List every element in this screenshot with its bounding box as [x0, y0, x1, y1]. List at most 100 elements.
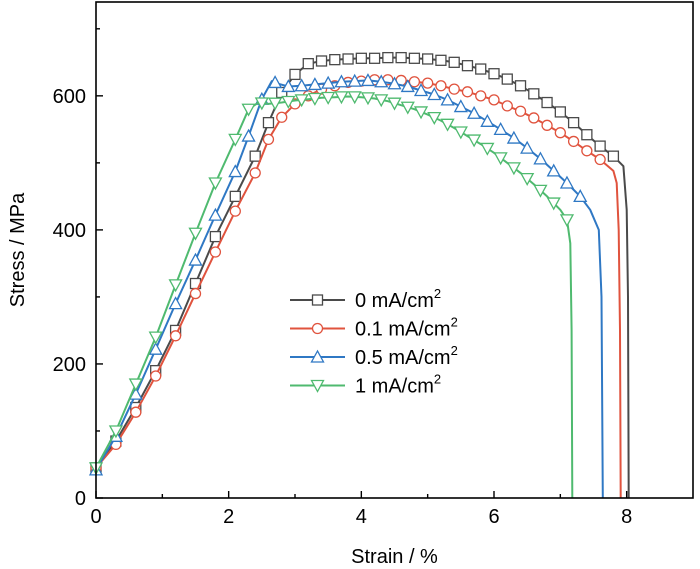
data-point-marker: [254, 97, 269, 111]
data-point-marker: [249, 150, 261, 162]
data-point-marker: [400, 79, 415, 93]
legend-entry: 0.1 mA/cm2: [290, 315, 458, 341]
data-point-marker: [209, 230, 222, 243]
data-point-marker: [400, 101, 415, 115]
data-point-marker: [289, 68, 301, 81]
data-point-marker: [546, 163, 561, 177]
data-point-marker: [294, 78, 309, 92]
data-point-marker: [453, 99, 468, 113]
data-point-marker: [315, 55, 328, 67]
data-point-marker: [581, 145, 593, 157]
data-point-marker: [241, 103, 256, 117]
data-point-marker: [581, 129, 593, 141]
data-point-marker: [276, 111, 288, 123]
legend-marker: [310, 379, 325, 393]
series-0: [90, 51, 630, 499]
data-point-marker: [228, 133, 243, 147]
series-1: [90, 74, 622, 499]
data-point-marker: [448, 56, 460, 68]
data-point-marker: [168, 279, 183, 293]
ticks-layer: 0 2 4 6 8 0 200 400 600: [53, 28, 632, 528]
data-point-marker: [475, 90, 487, 102]
data-point-marker: [488, 68, 500, 80]
series-2: [88, 73, 604, 499]
data-point-marker: [408, 76, 421, 88]
x-axis-title: Strain / %: [351, 546, 438, 568]
data-point-marker: [514, 105, 527, 117]
data-point-marker: [506, 162, 521, 176]
data-point-marker: [546, 197, 561, 211]
data-point-marker: [228, 164, 243, 178]
plot-frame: [95, 1, 694, 499]
data-point-marker: [435, 54, 447, 66]
data-point-marker: [188, 252, 203, 266]
data-point-marker: [334, 74, 349, 88]
x-tick-label: 0: [90, 506, 101, 528]
data-point-marker: [559, 175, 575, 189]
data-point-marker: [427, 87, 442, 101]
series-layer: [88, 51, 630, 499]
y-axis-title: Stress / MPa: [7, 192, 29, 307]
data-point-marker: [467, 105, 482, 119]
data-point-marker: [467, 134, 482, 148]
data-point-marker: [461, 86, 474, 98]
data-point-marker: [435, 80, 447, 92]
data-point-marker: [506, 130, 521, 144]
data-point-marker: [427, 111, 442, 125]
legend-label: 0.5 mA/cm2: [355, 343, 458, 369]
data-point-marker: [413, 83, 429, 97]
data-point-marker: [229, 190, 241, 203]
data-point-marker: [493, 121, 508, 136]
data-point-marker: [360, 92, 376, 106]
data-point-marker: [541, 119, 553, 131]
data-point-marker: [554, 127, 566, 139]
data-point-marker: [541, 96, 553, 109]
x-tick-label: 8: [621, 506, 632, 528]
data-point-marker: [440, 92, 455, 106]
data-point-marker: [440, 118, 455, 132]
data-point-marker: [148, 331, 163, 345]
data-point-marker: [241, 128, 256, 142]
x-tick-label: 6: [488, 506, 499, 528]
data-point-marker: [249, 167, 261, 179]
data-point-marker: [408, 52, 421, 64]
data-point-marker: [533, 151, 548, 165]
data-point-marker: [528, 88, 540, 100]
data-point-marker: [281, 79, 296, 93]
data-point-marker: [374, 94, 389, 108]
data-point-marker: [422, 53, 434, 65]
data-point-marker: [268, 75, 283, 89]
data-point-marker: [461, 60, 474, 72]
data-point-marker: [262, 133, 275, 146]
data-point-marker: [321, 75, 336, 89]
data-point-marker: [321, 91, 336, 105]
data-point-marker: [528, 112, 540, 124]
data-point-marker: [208, 177, 223, 191]
series-line: [95, 56, 630, 499]
data-point-marker: [573, 189, 588, 203]
data-point-marker: [607, 150, 620, 162]
data-point-marker: [387, 76, 402, 90]
legend-label: 0.1 mA/cm2: [355, 315, 458, 341]
data-point-marker: [488, 94, 500, 106]
data-point-marker: [130, 406, 142, 418]
data-point-marker: [520, 172, 535, 186]
data-point-marker: [514, 80, 527, 92]
data-point-marker: [567, 135, 580, 148]
data-point-marker: [368, 52, 381, 64]
data-point-marker: [422, 77, 434, 89]
y-tick-label: 600: [53, 86, 86, 108]
legend-marker: [311, 294, 324, 306]
legend-marker: [310, 349, 325, 363]
data-point-marker: [189, 287, 202, 300]
data-point-marker: [148, 341, 163, 355]
legend-label: 0 mA/cm2: [355, 286, 441, 312]
data-point-marker: [567, 116, 580, 129]
data-point-marker: [209, 246, 222, 258]
data-point-marker: [480, 113, 495, 127]
data-point-marker: [208, 207, 223, 221]
data-point-marker: [342, 53, 354, 65]
data-point-marker: [347, 73, 362, 87]
